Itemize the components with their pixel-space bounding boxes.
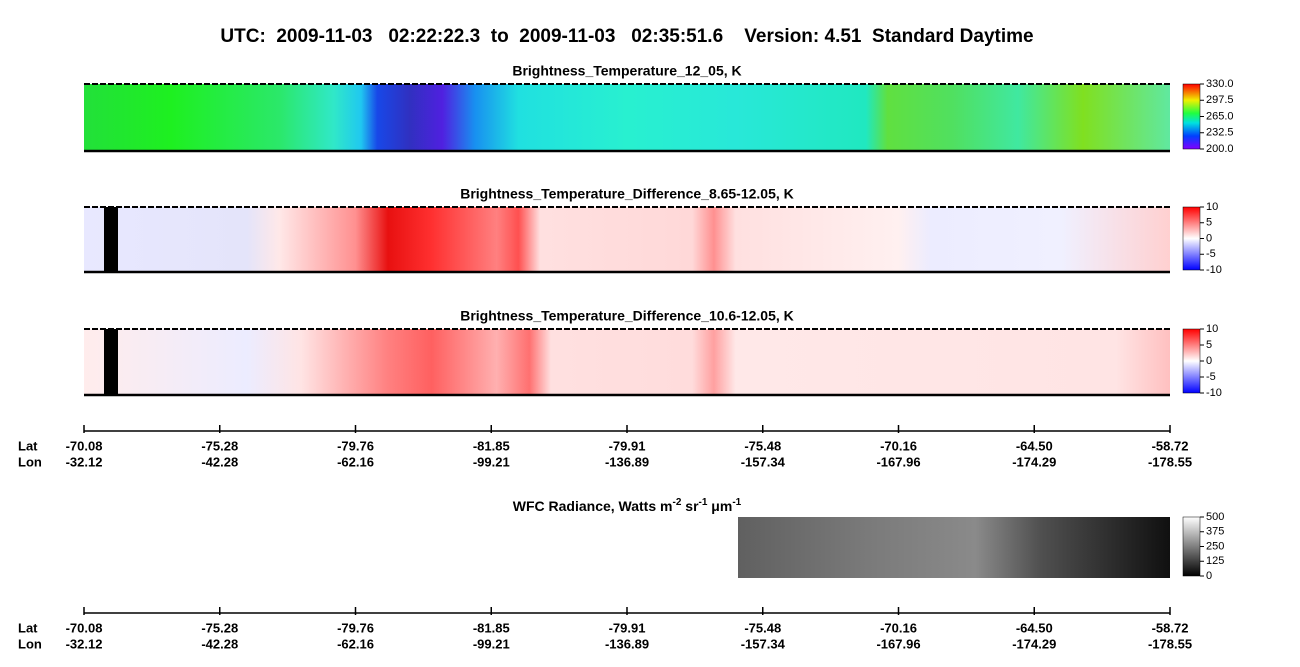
colorbar-label: 250 [1206,540,1224,552]
lat-tick-label: -58.72 [1152,620,1189,635]
lon-label: Lon [18,454,42,469]
colorbar [1182,206,1201,271]
lon-tick-label: -62.16 [337,636,374,651]
colorbar-label: 200.0 [1206,143,1234,155]
colorbar-label: 0 [1206,355,1212,367]
colorbar-label: 0 [1206,232,1212,244]
colorbar [1182,516,1201,577]
colorbar-label: -10 [1206,387,1222,399]
lon-tick-label: -32.12 [66,454,103,469]
lat-tick-label: -81.85 [473,620,510,635]
lon-tick-label: -178.55 [1148,454,1192,469]
colorbar-label: -10 [1206,264,1222,276]
lat-label: Lat [18,438,38,453]
colorbar-label: 297.5 [1206,94,1234,106]
colorbar-label: 0 [1206,570,1212,582]
lat-tick-label: -79.76 [337,620,374,635]
lat-tick-label: -75.48 [744,438,781,453]
wfc-title: WFC Radiance, Watts m-2 sr-1 μm-1 [513,497,742,514]
colorbar-label: 500 [1206,511,1224,523]
title-part: -1 [732,497,741,508]
lon-tick-label: -42.28 [201,636,238,651]
panel-title: Brightness_Temperature_12_05, K [512,63,741,79]
colorbar-label: 330.0 [1206,78,1234,90]
title-part: -2 [672,497,681,508]
lat-tick-label: -81.85 [473,438,510,453]
panel-title: Brightness_Temperature_Difference_8.65-1… [460,186,794,202]
lat-tick-label: -75.28 [201,620,238,635]
lon-tick-label: -157.34 [741,454,786,469]
colorbar-label: -5 [1206,248,1216,260]
panel-title: Brightness_Temperature_Difference_10.6-1… [460,308,794,324]
colorbar-label: 265.0 [1206,110,1234,122]
lat-tick-label: -75.28 [201,438,238,453]
lon-tick-label: -178.55 [1148,636,1192,651]
colorbar-label: 5 [1206,217,1212,229]
colorbar-label: 10 [1206,201,1218,213]
heatmap [84,84,1170,151]
lon-tick-label: -136.89 [605,636,649,651]
lon-tick-label: -174.29 [1012,636,1056,651]
colorbar-label: -5 [1206,371,1216,383]
lat-tick-label: -79.91 [609,438,646,453]
colorbar [1182,83,1201,150]
lon-tick-label: -167.96 [876,636,920,651]
title: UTC: 2009-11-03 02:22:22.3 to 2009-11-03… [220,26,1033,47]
colorbar-label: 5 [1206,339,1212,351]
lat-tick-label: -79.91 [609,620,646,635]
title-part: WFC Radiance, Watts m [513,498,673,514]
lon-tick-label: -157.34 [741,636,786,651]
colorbar [1182,328,1201,394]
wfc-image [738,517,1170,578]
lon-label: Lon [18,636,42,651]
lon-tick-label: -62.16 [337,454,374,469]
lon-tick-label: -99.21 [473,454,510,469]
lat-tick-label: -58.72 [1152,438,1189,453]
missing-data [104,207,118,272]
title-part: -1 [699,497,708,508]
missing-data [104,329,118,395]
lat-tick-label: -75.48 [744,620,781,635]
heatmap [84,329,1170,395]
lat-tick-label: -79.76 [337,438,374,453]
lat-tick-label: -70.16 [880,438,917,453]
lon-tick-label: -136.89 [605,454,649,469]
lon-tick-label: -167.96 [876,454,920,469]
lon-tick-label: -174.29 [1012,454,1056,469]
title-part: sr [681,498,699,514]
title-part: μm [707,498,732,514]
lat-label: Lat [18,620,38,635]
lat-tick-label: -64.50 [1016,620,1053,635]
colorbar-label: 375 [1206,526,1224,538]
colorbar-label: 232.5 [1206,127,1234,139]
lat-tick-label: -70.08 [66,438,103,453]
heatmap [84,207,1170,272]
lat-tick-label: -70.16 [880,620,917,635]
lat-tick-label: -64.50 [1016,438,1053,453]
lon-tick-label: -32.12 [66,636,103,651]
colorbar-label: 125 [1206,555,1224,567]
colorbar-label: 10 [1206,323,1218,335]
lat-tick-label: -70.08 [66,620,103,635]
lon-tick-label: -99.21 [473,636,510,651]
lon-tick-label: -42.28 [201,454,238,469]
